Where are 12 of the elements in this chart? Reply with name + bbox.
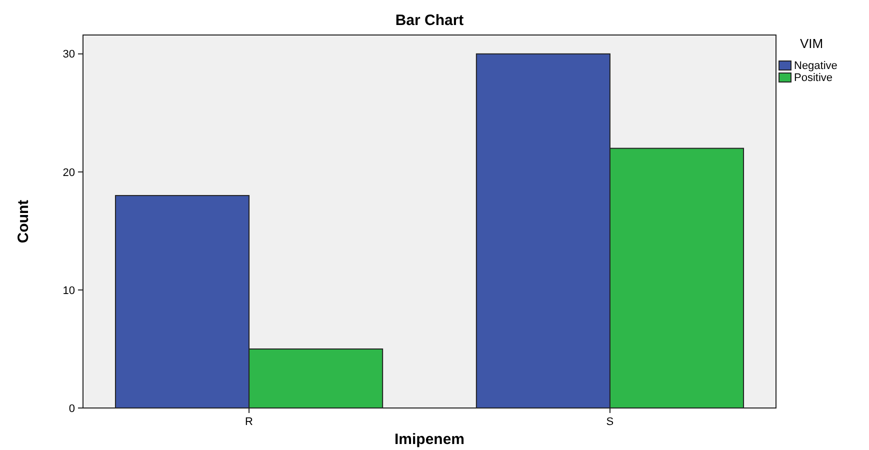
y-tick-label: 20 [62,166,75,179]
legend-label: Positive [794,72,833,84]
x-tick-label: R [245,416,254,428]
x-axis-title: Imipenem [394,431,465,448]
legend-title: VIM [800,36,824,51]
chart-title: Bar Chart [395,12,464,29]
y-tick-label: 30 [62,48,75,61]
y-tick-label: 0 [68,402,75,415]
legend-label: Negative [794,60,838,72]
y-axis-title: Count [15,200,32,244]
x-tick-label: S [606,416,614,428]
y-tick-label: 10 [62,284,75,297]
